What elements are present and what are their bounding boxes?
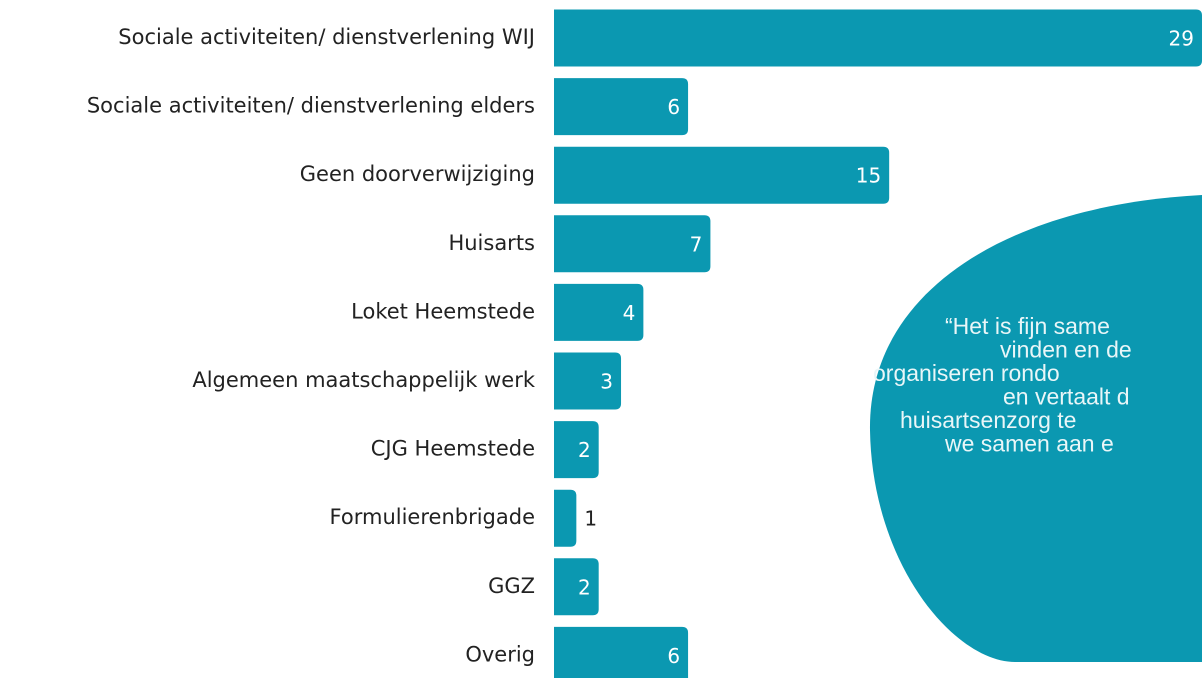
bar [554, 9, 1202, 67]
value-label: 15 [856, 164, 881, 188]
bars: Sociale activiteiten/ dienstverlening WI… [87, 9, 1202, 678]
category-label: Formulierenbrigade [330, 505, 535, 529]
category-label: CJG Heemstede [371, 437, 535, 461]
bar [554, 352, 622, 410]
bar [554, 421, 599, 479]
quote-line: “Het is fijn same [945, 313, 1110, 339]
bar [554, 283, 644, 341]
value-label: 3 [600, 370, 613, 394]
category-label: Overig [465, 642, 535, 666]
quote-line: en vertaalt d [1003, 384, 1130, 410]
bar [554, 558, 599, 616]
category-label: GGZ [488, 574, 535, 598]
category-label: Sociale activiteiten/ dienstverlening el… [87, 94, 535, 118]
quote-line: organiseren rondo [873, 360, 1060, 386]
bar [554, 626, 689, 678]
value-label: 6 [667, 644, 680, 668]
bar [554, 215, 711, 273]
category-label: Loket Heemstede [351, 299, 535, 323]
bar [554, 146, 890, 204]
bar [554, 78, 689, 136]
value-label: 7 [690, 232, 703, 256]
quote-bubble [869, 195, 1202, 662]
value-label: 6 [667, 95, 680, 119]
value-label: 4 [623, 301, 636, 325]
value-label: 2 [578, 438, 591, 462]
category-label: Huisarts [448, 231, 535, 255]
quote-line: huisartsenzorg te [900, 407, 1076, 433]
value-label: 1 [584, 507, 597, 531]
bar [554, 489, 577, 547]
category-label: Algemeen maatschappelijk werk [192, 368, 535, 392]
value-label: 2 [578, 575, 591, 599]
category-label: Geen doorverwijziging [300, 162, 535, 186]
category-label: Sociale activiteiten/ dienstverlening WI… [118, 25, 535, 49]
quote-line: vinden en de [1000, 337, 1132, 363]
quote-line: we samen aan e [944, 431, 1114, 457]
value-label: 29 [1169, 27, 1194, 51]
